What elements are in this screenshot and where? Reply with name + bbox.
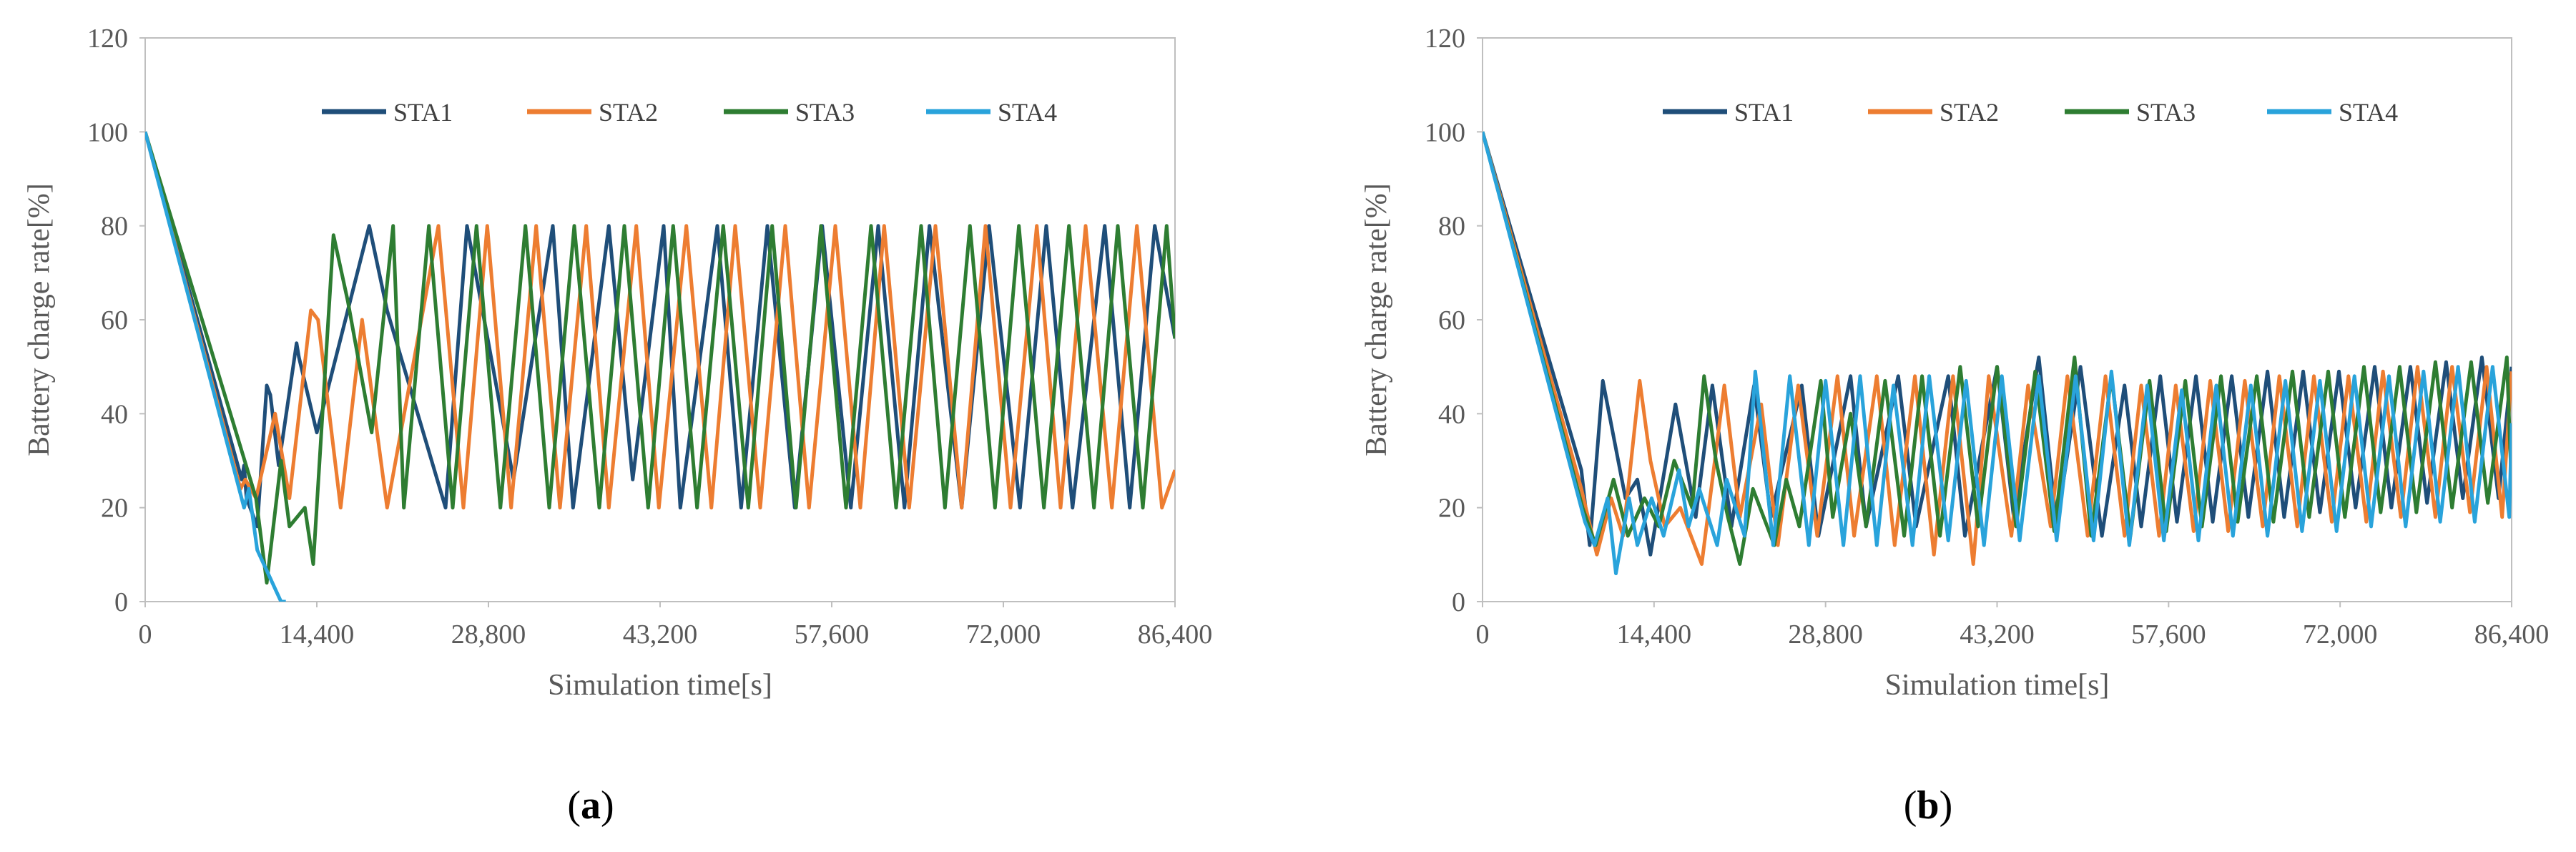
x-tick-label: 28,800 (1788, 620, 1863, 650)
x-tick-label: 72,000 (2303, 620, 2378, 650)
y-axis-title: Battery charge rate[%] (23, 183, 56, 456)
x-tick-label: 43,200 (623, 620, 698, 650)
legend-label-sta3: STA3 (795, 98, 855, 127)
y-axis-title: Battery charge rate[%] (1360, 183, 1393, 456)
y-tick-label: 100 (1425, 117, 1465, 147)
series-line-sta3 (145, 131, 1175, 585)
y-tick-label: 80 (1438, 212, 1465, 242)
y-tick-label: 120 (87, 24, 128, 54)
x-tick-label: 0 (139, 620, 152, 650)
x-tick-label: 43,200 (1960, 620, 2035, 650)
series-line-sta4 (1483, 131, 2512, 576)
x-tick-label: 14,400 (1617, 620, 1692, 650)
x-axis-title: Simulation time[s] (1885, 669, 2110, 702)
legend-label-sta4: STA4 (2339, 98, 2398, 127)
series-line-sta2 (1483, 131, 2512, 566)
legend: STA1 STA2 STA3 STA4 (322, 98, 1057, 127)
x-tick-label: 72,000 (966, 620, 1041, 650)
legend-label-sta3: STA3 (2136, 98, 2196, 127)
x-tick-label: 14,400 (280, 620, 355, 650)
legend-label-sta4: STA4 (998, 98, 1057, 127)
x-axis-title: Simulation time[s] (548, 669, 772, 702)
x-tick-label: 57,600 (795, 620, 870, 650)
legend-label-sta2: STA2 (1940, 98, 1999, 127)
x-tick-label: 0 (1476, 620, 1490, 650)
x-tick-label: 57,600 (2131, 620, 2206, 650)
series-line-sta1 (145, 131, 1175, 529)
series-line-sta2 (145, 131, 1175, 510)
panel-caption: (b) (1904, 783, 1952, 828)
y-tick-label: 40 (101, 399, 128, 429)
legend-label-sta1: STA1 (1734, 98, 1794, 127)
y-tick-label: 40 (1438, 399, 1465, 429)
x-tick-label: 86,400 (1138, 620, 1213, 650)
legend-label-sta1: STA1 (393, 98, 453, 127)
y-tick-label: 20 (101, 494, 128, 524)
series-line-sta1 (1483, 131, 2512, 557)
legend-label-sta2: STA2 (599, 98, 658, 127)
y-tick-label: 20 (1438, 494, 1465, 524)
chart-panel-a: 0 20 40 60 80 100 120 0 14,400 28,800 43,200 57,600… (23, 24, 1212, 828)
y-tick-label: 0 (1452, 587, 1465, 617)
panel-caption: (a) (567, 783, 614, 828)
x-tick-label: 28,800 (451, 620, 526, 650)
series-line-sta4 (145, 131, 286, 602)
y-tick-label: 120 (1425, 24, 1465, 54)
y-tick-label: 80 (101, 212, 128, 242)
chart-panel-b: 0 20 40 60 80 100 120 0 14,400 28,800 43,200 57,600… (1360, 24, 2549, 828)
legend: STA1 STA2 STA3 STA4 (1663, 98, 2398, 127)
y-tick-label: 0 (114, 587, 128, 617)
y-tick-label: 100 (87, 117, 128, 147)
y-tick-label: 60 (101, 305, 128, 336)
y-tick-label: 60 (1438, 305, 1465, 336)
x-tick-label: 86,400 (2474, 620, 2550, 650)
